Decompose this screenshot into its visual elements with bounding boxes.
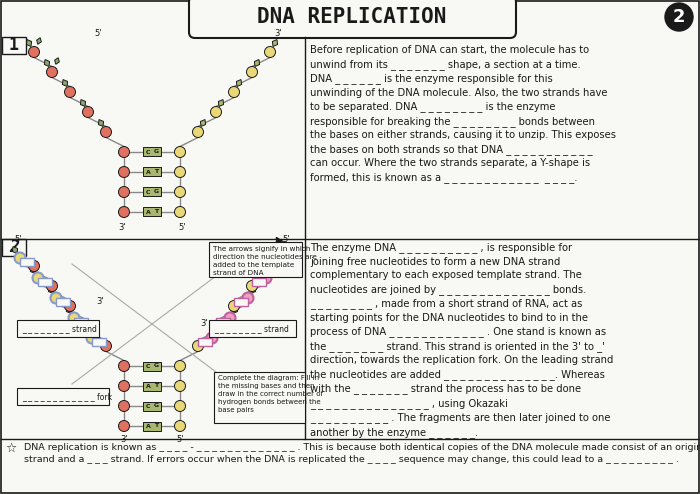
Polygon shape — [27, 40, 31, 46]
Polygon shape — [286, 247, 292, 253]
Polygon shape — [85, 327, 90, 333]
Circle shape — [101, 340, 111, 352]
Text: C: C — [146, 404, 150, 409]
Circle shape — [46, 67, 57, 78]
Circle shape — [265, 46, 276, 57]
Circle shape — [665, 3, 693, 31]
Text: C: C — [146, 190, 150, 195]
Text: 2: 2 — [9, 238, 19, 256]
Circle shape — [69, 313, 80, 324]
FancyBboxPatch shape — [270, 258, 284, 266]
FancyBboxPatch shape — [143, 402, 161, 411]
Polygon shape — [200, 120, 206, 126]
Circle shape — [246, 281, 258, 291]
Circle shape — [29, 260, 39, 272]
Text: 5': 5' — [14, 235, 22, 244]
Circle shape — [87, 332, 97, 343]
Polygon shape — [13, 247, 18, 253]
Text: T: T — [154, 169, 158, 174]
Text: G: G — [153, 149, 159, 154]
Polygon shape — [251, 287, 256, 293]
Polygon shape — [62, 80, 68, 86]
Circle shape — [260, 273, 272, 284]
FancyBboxPatch shape — [20, 258, 34, 266]
Text: The enzyme DNA _ _ _ _ _ _ _ _ _ _ , is responsible for
joining free nucleotides: The enzyme DNA _ _ _ _ _ _ _ _ _ _ , is … — [310, 242, 613, 438]
FancyBboxPatch shape — [17, 388, 109, 405]
FancyBboxPatch shape — [198, 338, 212, 346]
Circle shape — [118, 380, 130, 392]
Polygon shape — [80, 99, 85, 107]
Text: 3': 3' — [120, 436, 128, 445]
Text: A: A — [146, 423, 150, 428]
Text: T: T — [154, 423, 158, 428]
FancyBboxPatch shape — [189, 0, 516, 38]
Circle shape — [50, 292, 62, 303]
Circle shape — [225, 313, 235, 324]
Circle shape — [174, 420, 186, 431]
FancyBboxPatch shape — [143, 188, 161, 197]
Circle shape — [193, 340, 204, 352]
Circle shape — [206, 332, 218, 343]
Text: 5': 5' — [176, 436, 183, 445]
Text: Complete the diagram: Fill in
the missing bases and then
draw in the correct num: Complete the diagram: Fill in the missin… — [218, 375, 323, 413]
Text: T: T — [154, 209, 158, 214]
Circle shape — [101, 126, 111, 137]
Text: 5': 5' — [94, 29, 101, 38]
Text: 3': 3' — [200, 320, 208, 329]
FancyBboxPatch shape — [17, 320, 99, 337]
Circle shape — [29, 46, 39, 57]
Circle shape — [242, 292, 253, 303]
Text: ☆: ☆ — [5, 442, 16, 455]
Circle shape — [83, 321, 94, 331]
Circle shape — [118, 187, 130, 198]
Polygon shape — [66, 307, 71, 314]
Text: 3': 3' — [96, 296, 104, 305]
Polygon shape — [55, 58, 60, 64]
Text: The arrows signify in which
direction the nucleotides are
added to the template
: The arrows signify in which direction th… — [213, 246, 317, 276]
Circle shape — [174, 206, 186, 217]
Text: 1: 1 — [9, 36, 19, 54]
Circle shape — [279, 252, 290, 263]
Polygon shape — [268, 267, 274, 274]
FancyBboxPatch shape — [38, 278, 52, 286]
FancyBboxPatch shape — [209, 320, 296, 337]
Circle shape — [118, 147, 130, 158]
Circle shape — [64, 300, 76, 312]
FancyBboxPatch shape — [216, 318, 230, 326]
Text: G: G — [153, 189, 159, 194]
Text: DNA REPLICATION: DNA REPLICATION — [258, 7, 447, 27]
Text: G: G — [153, 403, 159, 408]
Text: C: C — [146, 150, 150, 155]
Text: 3': 3' — [281, 241, 288, 250]
Circle shape — [83, 107, 94, 118]
Circle shape — [193, 126, 204, 137]
Circle shape — [118, 420, 130, 431]
FancyBboxPatch shape — [214, 371, 304, 422]
Circle shape — [118, 361, 130, 371]
Text: T: T — [154, 383, 158, 388]
Circle shape — [15, 252, 25, 263]
Circle shape — [265, 260, 276, 272]
Circle shape — [118, 401, 130, 412]
Circle shape — [228, 300, 239, 312]
Text: A: A — [146, 169, 150, 174]
FancyBboxPatch shape — [143, 421, 161, 430]
Text: _ _ _ _ _ _ _ _ strand: _ _ _ _ _ _ _ _ strand — [22, 325, 97, 333]
Circle shape — [228, 86, 239, 97]
Text: 5': 5' — [282, 235, 290, 244]
FancyBboxPatch shape — [56, 298, 70, 306]
Circle shape — [174, 166, 186, 177]
Text: 2: 2 — [673, 8, 685, 26]
Circle shape — [211, 321, 221, 331]
FancyBboxPatch shape — [74, 318, 88, 326]
FancyBboxPatch shape — [2, 37, 26, 54]
Text: Before replication of DNA can start, the molecule has to
unwind from its _ _ _ _: Before replication of DNA can start, the… — [310, 45, 616, 183]
FancyBboxPatch shape — [92, 338, 106, 346]
Polygon shape — [44, 60, 50, 67]
Circle shape — [174, 187, 186, 198]
Circle shape — [174, 380, 186, 392]
Circle shape — [174, 401, 186, 412]
Text: 5': 5' — [178, 222, 186, 232]
Polygon shape — [218, 99, 223, 107]
